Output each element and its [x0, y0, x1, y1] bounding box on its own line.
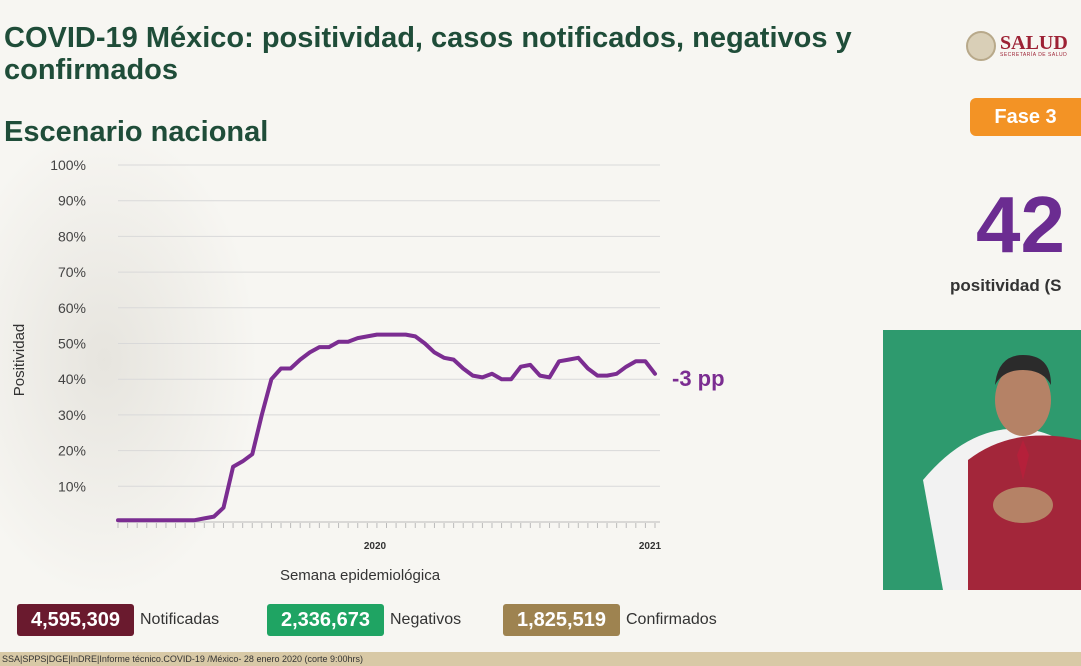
positivity-line-chart: 100% 90% 80% 70% 60% 50% 40% 30% 20% 10% 2020 2021 P…: [11, 157, 725, 584]
interpreter-figure: [883, 330, 1081, 590]
series-line: [116, 332, 657, 523]
y-tick-label: 30%: [58, 407, 86, 423]
positivity-label: positividad (S: [950, 276, 1062, 295]
y-tick-label: 80%: [58, 228, 86, 244]
salud-logo: SALUD SECRETARÍA DE SALUD: [966, 28, 1081, 64]
footer-source: SSA|SPPS|DGE|InDRE|Informe técnico.COVID…: [0, 652, 1081, 666]
negativos-value: 2,336,673: [267, 604, 384, 636]
y-tick-label: 70%: [58, 264, 86, 280]
notificadas-label: Notificadas: [139, 611, 220, 628]
confirmados-label: Confirmados: [625, 611, 717, 628]
legend-notificadas: 4,595,309 Notificadas: [17, 604, 219, 636]
government-seal-icon: [966, 31, 996, 61]
page-subtitle: Escenario nacional: [4, 116, 269, 148]
legend-negativos: 2,336,673 Negativos: [267, 604, 461, 636]
change-annotation: -3 pp: [672, 366, 725, 391]
positivity-value: 42: [976, 180, 1065, 269]
y-tick-label: 90%: [58, 193, 86, 209]
page-title: COVID-19 México: positividad, casos noti…: [4, 22, 852, 86]
logo-text: SALUD: [1000, 32, 1068, 54]
y-tick-label: 20%: [58, 443, 86, 459]
year-label-2020: 2020: [364, 541, 387, 552]
legend-confirmados: 1,825,519 Confirmados: [503, 604, 717, 636]
y-tick-label: 100%: [50, 157, 86, 173]
y-tick-label: 10%: [58, 478, 86, 494]
notificadas-value: 4,595,309: [17, 604, 134, 636]
y-tick-label: 60%: [58, 300, 86, 316]
confirmados-value: 1,825,519: [503, 604, 620, 636]
y-axis-title: Positividad: [11, 324, 28, 397]
y-tick-label: 40%: [58, 371, 86, 387]
logo-subtext: SECRETARÍA DE SALUD: [1000, 52, 1068, 58]
y-tick-label: 50%: [58, 336, 86, 352]
negativos-label: Negativos: [389, 611, 462, 628]
phase-badge: Fase 3: [970, 98, 1081, 136]
year-label-2021: 2021: [639, 541, 662, 552]
sign-language-interpreter-video: [883, 330, 1081, 590]
x-axis-title: Semana epidemiológica: [280, 567, 441, 584]
